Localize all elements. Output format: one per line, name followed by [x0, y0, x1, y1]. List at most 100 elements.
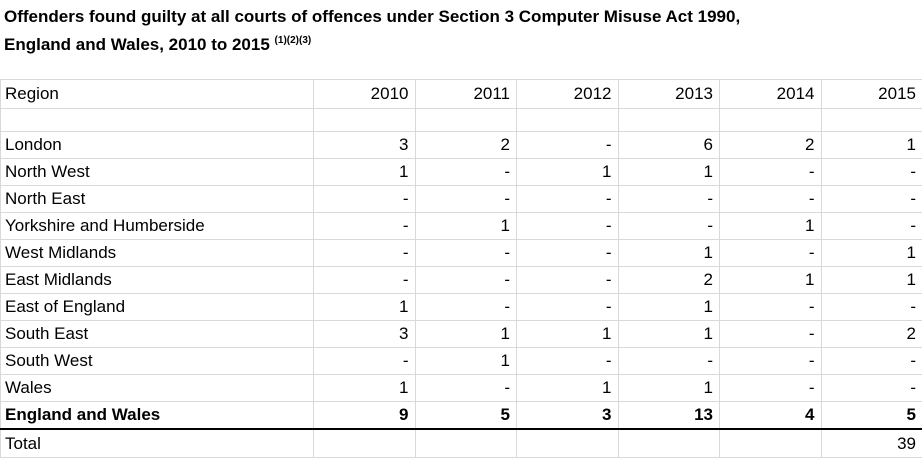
region-value[interactable]: - [313, 239, 416, 267]
region-value[interactable]: - [719, 374, 822, 402]
region-value[interactable]: - [820, 212, 922, 240]
region-value[interactable]: 2 [617, 266, 720, 294]
empty-cell[interactable] [617, 108, 720, 132]
region-value[interactable]: - [820, 347, 922, 375]
total-label[interactable]: Total [0, 428, 314, 458]
region-value[interactable]: - [719, 347, 822, 375]
region-value[interactable]: - [719, 293, 822, 321]
region-value[interactable]: - [820, 374, 922, 402]
england-and-wales-value[interactable]: 5 [414, 401, 517, 430]
england-and-wales-value[interactable]: 5 [820, 401, 922, 430]
empty-cell[interactable] [414, 108, 517, 132]
region-value[interactable]: 1 [617, 239, 720, 267]
england-and-wales-value[interactable]: 4 [719, 401, 822, 430]
region-value[interactable]: 1 [820, 131, 922, 159]
region-name[interactable]: Yorkshire and Humberside [0, 212, 314, 240]
region-name[interactable]: South East [0, 320, 314, 348]
empty-cell[interactable] [313, 428, 416, 458]
region-value[interactable]: 2 [820, 320, 922, 348]
region-value[interactable]: - [719, 320, 822, 348]
region-value[interactable]: - [719, 239, 822, 267]
region-name[interactable]: Wales [0, 374, 314, 402]
region-name[interactable]: East of England [0, 293, 314, 321]
region-value[interactable]: - [516, 266, 619, 294]
year-header[interactable]: 2014 [719, 79, 822, 109]
region-value[interactable]: 3 [313, 131, 416, 159]
year-header[interactable]: 2015 [820, 79, 922, 109]
region-value[interactable]: 1 [414, 347, 517, 375]
region-name[interactable]: East Midlands [0, 266, 314, 294]
region-value[interactable]: - [516, 239, 619, 267]
header-row: Region 2010 2011 2012 2013 2014 2015 [0, 79, 922, 109]
region-name[interactable]: North East [0, 185, 314, 213]
region-name[interactable]: South West [0, 347, 314, 375]
region-value[interactable]: - [820, 158, 922, 186]
empty-cell[interactable] [414, 428, 517, 458]
region-value[interactable]: - [820, 185, 922, 213]
region-value[interactable]: 6 [617, 131, 720, 159]
year-header[interactable]: 2012 [516, 79, 619, 109]
empty-cell[interactable] [617, 428, 720, 458]
region-value[interactable]: 1 [820, 266, 922, 294]
region-value[interactable]: - [414, 185, 517, 213]
region-value[interactable]: 1 [820, 239, 922, 267]
region-value[interactable]: 1 [313, 293, 416, 321]
region-value[interactable]: 2 [414, 131, 517, 159]
region-header[interactable]: Region [0, 79, 314, 109]
region-value[interactable]: - [516, 212, 619, 240]
year-header[interactable]: 2013 [617, 79, 720, 109]
empty-cell[interactable] [719, 108, 822, 132]
region-value[interactable]: 3 [313, 320, 416, 348]
empty-cell[interactable] [313, 108, 416, 132]
region-value[interactable]: - [617, 212, 720, 240]
year-header[interactable]: 2010 [313, 79, 416, 109]
region-value[interactable]: - [516, 131, 619, 159]
region-value[interactable]: - [313, 185, 416, 213]
region-name[interactable]: West Midlands [0, 239, 314, 267]
region-value[interactable]: 1 [719, 266, 822, 294]
region-name[interactable]: London [0, 131, 314, 159]
region-value[interactable]: - [313, 212, 416, 240]
empty-cell[interactable] [516, 428, 619, 458]
region-value[interactable]: - [414, 266, 517, 294]
region-value[interactable]: - [414, 374, 517, 402]
region-value[interactable]: - [516, 347, 619, 375]
empty-cell[interactable] [0, 108, 314, 132]
region-value[interactable]: - [617, 185, 720, 213]
region-value[interactable]: 2 [719, 131, 822, 159]
region-value[interactable]: 1 [617, 293, 720, 321]
empty-cell[interactable] [820, 108, 922, 132]
england-and-wales-value[interactable]: 13 [617, 401, 720, 430]
region-value[interactable]: - [414, 158, 517, 186]
england-and-wales-label[interactable]: England and Wales [0, 401, 314, 430]
region-value[interactable]: 1 [313, 158, 416, 186]
region-value[interactable]: - [719, 185, 822, 213]
region-value[interactable]: - [719, 158, 822, 186]
region-value[interactable]: 1 [617, 158, 720, 186]
england-and-wales-value[interactable]: 3 [516, 401, 619, 430]
region-value[interactable]: 1 [313, 374, 416, 402]
region-value[interactable]: - [516, 185, 619, 213]
region-value[interactable]: 1 [516, 374, 619, 402]
region-value[interactable]: 1 [516, 320, 619, 348]
england-and-wales-value[interactable]: 9 [313, 401, 416, 430]
empty-cell[interactable] [516, 108, 619, 132]
region-value[interactable]: - [820, 293, 922, 321]
region-value[interactable]: - [414, 293, 517, 321]
region-value[interactable]: 1 [516, 158, 619, 186]
region-value[interactable]: 1 [617, 374, 720, 402]
region-value[interactable]: - [617, 347, 720, 375]
region-value[interactable]: - [516, 293, 619, 321]
region-value[interactable]: 1 [414, 212, 517, 240]
region-value[interactable]: 1 [617, 320, 720, 348]
empty-cell[interactable] [719, 428, 822, 458]
year-header[interactable]: 2011 [414, 79, 517, 109]
region-value[interactable]: - [313, 347, 416, 375]
region-value[interactable]: 1 [719, 212, 822, 240]
total-value[interactable]: 39 [820, 428, 922, 458]
region-name[interactable]: North West [0, 158, 314, 186]
region-value[interactable]: - [414, 239, 517, 267]
table-row: South East 3 1 1 1-2 [0, 320, 922, 348]
region-value[interactable]: 1 [414, 320, 517, 348]
region-value[interactable]: - [313, 266, 416, 294]
